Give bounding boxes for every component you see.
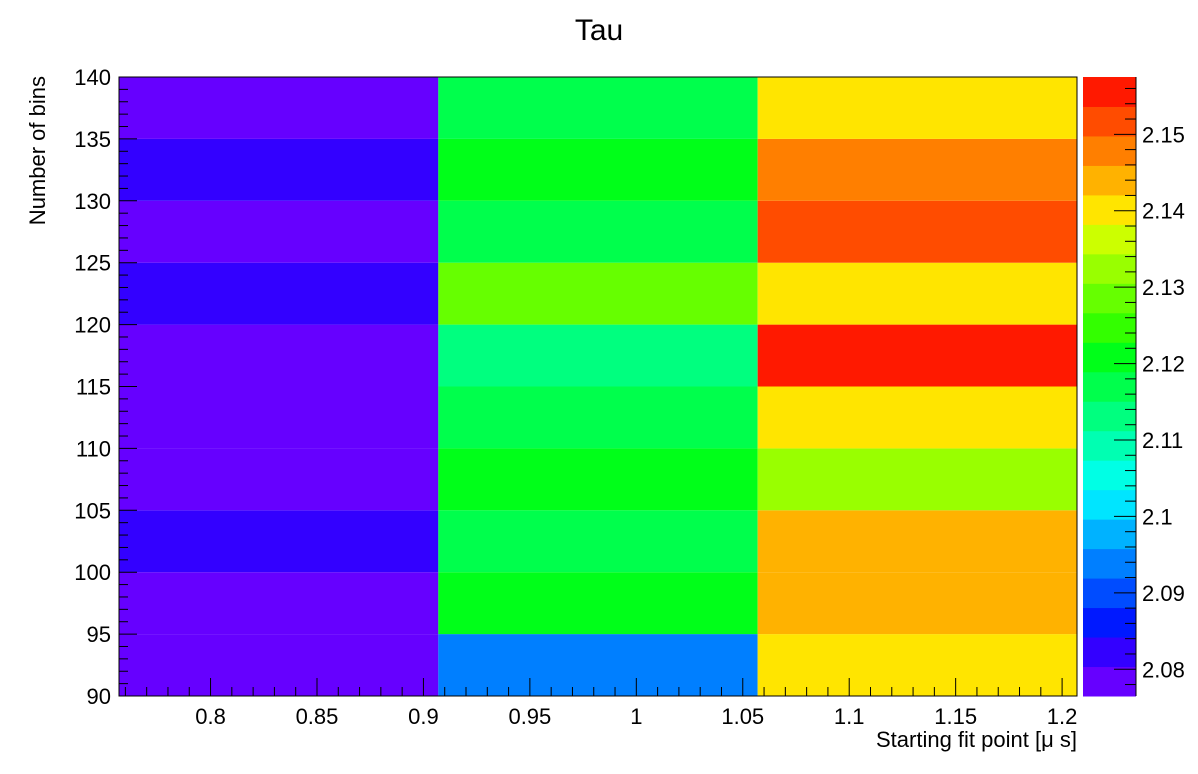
palette-swatch [1083,460,1136,491]
y-tick-label: 115 [76,375,111,400]
palette-swatch [1083,666,1136,697]
y-tick-label: 140 [74,65,111,90]
color-scale-tick-label: 2.11 [1142,428,1183,453]
heatmap-cell [438,138,758,201]
palette-swatch [1083,194,1136,225]
palette-swatch [1083,519,1136,550]
heatmap-cell [438,200,758,263]
heatmap-cell [119,324,439,387]
palette-swatch [1083,607,1136,638]
heatmap-cell [119,634,439,696]
palette-swatch [1083,401,1136,432]
x-tick-label: 1.05 [721,704,764,729]
heatmap-cell [438,77,758,139]
heatmap-cell [757,386,1077,449]
x-tick-label: 0.9 [408,704,439,729]
y-tick-label: 95 [87,622,111,647]
palette-swatch [1083,371,1136,402]
palette-swatch [1083,106,1136,137]
color-scale-tick-label: 2.1 [1142,504,1173,529]
heatmap-cell [438,324,758,387]
palette-swatch [1083,253,1136,284]
palette-swatch [1083,77,1136,107]
heatmap-cell [757,77,1077,139]
palette-swatch [1083,489,1136,520]
heatmap-cell [757,324,1077,387]
heatmap-cell [119,510,439,573]
heatmap-cell [119,572,439,635]
x-tick-label: 0.85 [296,704,339,729]
heatmap-cell [438,572,758,635]
y-tick-label: 130 [74,189,111,214]
chart-title: Tau [575,14,623,47]
color-scale-tick-label: 2.09 [1142,581,1185,606]
heatmap-cell [119,448,439,511]
heatmap-cells [119,77,1077,696]
heatmap-cell [119,138,439,201]
y-tick-label: 120 [74,313,111,338]
palette-swatch [1083,224,1136,255]
y-tick-label: 110 [76,436,111,461]
heatmap-cell [757,200,1077,263]
heatmap-cell [119,200,439,263]
x-tick-label: 1 [630,704,642,729]
heatmap-cell [757,448,1077,511]
x-axis: 0.8 0.85 0.9 0.95 1 1.05 1.1 1.15 1.2 [124,678,1078,729]
x-tick-label: 0.8 [195,704,226,729]
heatmap-cell [438,386,758,449]
heatmap-cell [438,448,758,511]
heatmap-cell [757,572,1077,635]
color-scale-tick-label: 2.13 [1142,275,1185,300]
palette-swatch [1083,548,1136,579]
y-axis-title: Number of bins [25,76,50,225]
heatmap-cell [119,262,439,325]
color-scale-axis: 2.08 2.09 2.1 2.11 2.12 2.13 2.14 2.15 [1114,77,1185,696]
heatmap-cell [757,510,1077,573]
heatmap-cell [438,262,758,325]
heatmap-cell [757,138,1077,201]
palette-swatch [1083,342,1136,373]
x-tick-label: 1.1 [834,704,865,729]
y-axis: 90 95 100 105 110 115 120 125 130 135 140 [74,65,137,709]
y-tick-label: 105 [74,498,111,523]
palette-swatch [1083,135,1136,166]
color-scale-tick-label: 2.12 [1142,352,1185,377]
color-scale-tick-label: 2.14 [1142,199,1185,224]
heatmap-cell [119,386,439,449]
heatmap-cell [757,262,1077,325]
palette-swatch [1083,430,1136,461]
color-scale-tick-label: 2.08 [1142,657,1185,682]
palette-swatch [1083,637,1136,668]
heatmap-cell [757,634,1077,696]
heatmap-cell [119,77,439,139]
x-tick-label: 1.2 [1047,704,1078,729]
x-tick-label: 0.95 [508,704,551,729]
y-tick-label: 125 [74,251,111,276]
y-tick-label: 90 [87,684,111,709]
y-tick-label: 100 [74,560,111,585]
heatmap-cell [438,510,758,573]
y-tick-label: 135 [74,127,111,152]
palette-swatch [1083,283,1136,314]
heatmap-cell [438,634,758,696]
x-tick-label: 1.15 [934,704,977,729]
color-scale-tick-label: 2.15 [1142,122,1185,147]
x-axis-title: Starting fit point [μ s] [876,727,1077,752]
color-palette-bar [1083,77,1136,697]
